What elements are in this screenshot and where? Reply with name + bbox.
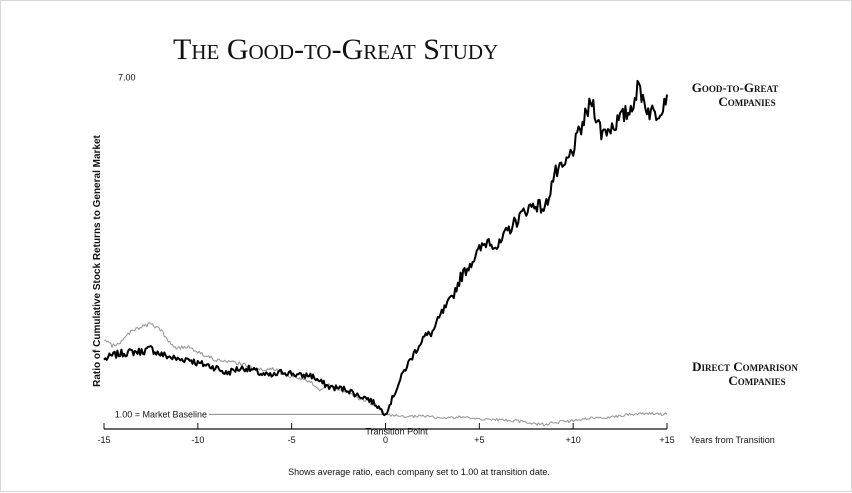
y-tick-label: 7.00 [118,72,136,82]
x-axis-label: Years from Transition [690,435,775,445]
footnote: Shows average ratio, each company set to… [288,467,550,477]
comparison-series-label: Direct Comparison [692,359,798,374]
x-tick-label: -10 [191,435,204,445]
comparison-series-label: Companies [728,373,785,388]
x-tick-label: -5 [288,435,296,445]
x-tick-label: -15 [97,435,110,445]
baseline-label: 1.00 = Market Baseline [115,409,207,419]
x-tick-label: +10 [566,435,581,445]
y-axis-label: Ratio of Cumulative Stock Returns to Gen… [92,134,103,386]
transition-point-annotation: Transition Point [365,426,428,436]
x-tick-label: 0 [383,435,388,445]
chart-title: The Good-to-Great Study [173,33,498,66]
good-to-great-series-label: Good-to-Great [692,80,779,95]
good-to-great-series-line [103,79,668,417]
x-tick-label: +15 [659,435,674,445]
good-to-great-series-label: Companies [718,94,775,109]
x-tick-label: +5 [474,435,484,445]
